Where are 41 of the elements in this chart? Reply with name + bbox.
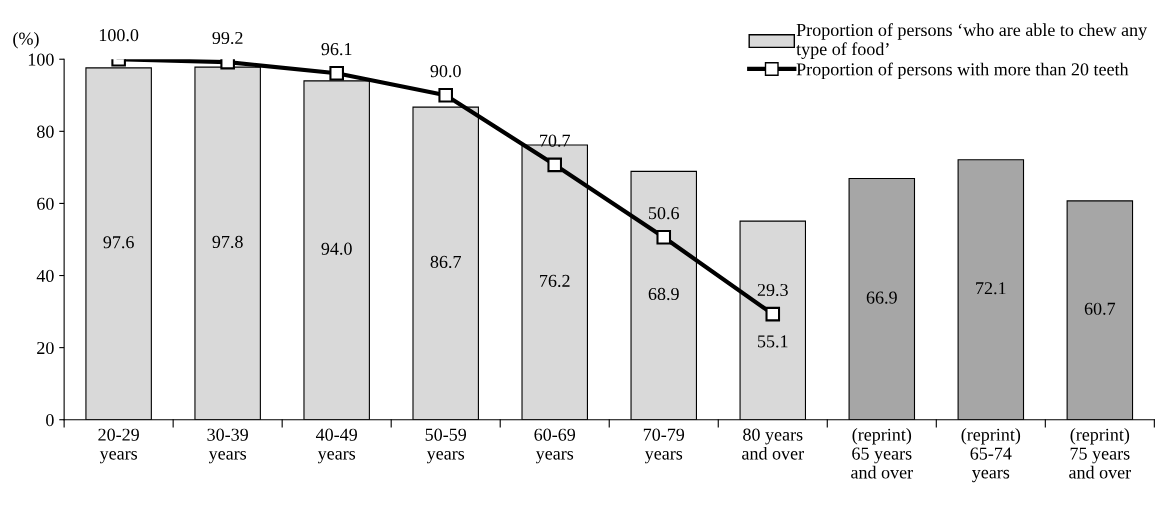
y-tick-label: 80 <box>37 125 54 138</box>
y-axis-title: (%) <box>13 32 39 49</box>
x-tick-label: 20-29 years <box>98 428 139 464</box>
data-label: 96.1 <box>321 43 352 56</box>
point <box>656 230 672 245</box>
x-tick-label: 30-39 years <box>207 428 248 464</box>
point <box>438 87 453 103</box>
data-label: 90.0 <box>430 65 461 78</box>
legend-label: Proportion of persons with more than 20 teeth <box>796 62 1129 80</box>
data-label: 68.9 <box>648 287 679 301</box>
data-label: 50.6 <box>649 207 680 220</box>
x-tick-label: 50-59 years <box>425 428 467 464</box>
x-tick-label: (reprint) 65 years and over <box>851 428 913 479</box>
y-tick-label: 100 <box>28 53 54 66</box>
data-label: 94.0 <box>321 242 352 255</box>
data-label: 86.7 <box>430 255 461 269</box>
y-tick-label: 60 <box>37 197 54 210</box>
y-tick-label: 0 <box>46 413 54 427</box>
data-label: 100.0 <box>99 28 139 42</box>
x-tick-label: 80 years and over <box>742 428 804 460</box>
data-label: 66.9 <box>866 291 897 304</box>
x-tick-label: 70-79 years <box>643 428 685 464</box>
point <box>547 157 563 173</box>
data-label: 99.2 <box>212 31 243 45</box>
x-tick-label: 40-49 years <box>315 428 358 464</box>
y-tick-label: 20 <box>37 341 54 355</box>
x-tick-label: 60-69 years <box>534 428 576 464</box>
data-label: 72.1 <box>976 282 1006 295</box>
y-tick-label: 40 <box>36 269 54 282</box>
point <box>329 65 344 81</box>
data-label: 60.7 <box>1084 302 1116 315</box>
x-tick-label: (reprint) 65-74 years <box>961 428 1021 483</box>
data-label: 29.3 <box>757 283 788 297</box>
data-label: 70.7 <box>540 134 570 147</box>
data-label: 55.1 <box>758 335 788 348</box>
legend-label: Proportion of persons ‘who are able to chew any type of food’ <box>796 23 1148 59</box>
data-label: 97.6 <box>103 236 134 249</box>
data-label: 76.2 <box>540 274 570 287</box>
point <box>765 306 781 322</box>
data-label: 97.8 <box>212 235 243 249</box>
x-tick-label: (reprint) 75 years and over <box>1069 428 1131 479</box>
